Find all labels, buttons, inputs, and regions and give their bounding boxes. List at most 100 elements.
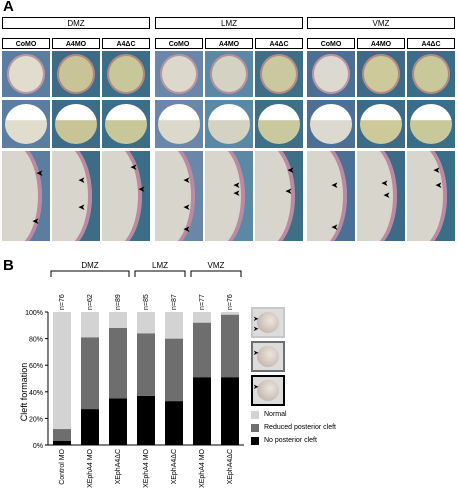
- x-tick-label: XEphA4ΔC: [227, 449, 234, 484]
- group-bracket: [190, 270, 242, 277]
- legend-label: Reduced posterior cleft: [264, 424, 336, 431]
- n-label: n=87: [171, 294, 178, 310]
- group-bracket-label: LMZ: [152, 261, 168, 270]
- panel-a-letter: A: [3, 0, 14, 15]
- embryo-shape: [55, 104, 97, 144]
- embryo-photo-r3-c7: ➤ ➤: [307, 151, 355, 241]
- column-header-8: A4ΔC: [407, 38, 455, 49]
- embryo-shape: [205, 151, 245, 241]
- embryo-shape: [2, 151, 42, 241]
- embryo-photo-r1-c3: [102, 51, 150, 97]
- cleft-arrowhead-icon: ➤: [253, 326, 259, 333]
- x-tick-label: XEphA4ΔC: [115, 449, 122, 484]
- embryo-photo-r1-c7: [307, 51, 355, 97]
- embryo-shape: [102, 151, 142, 241]
- embryo-photo-r3-c9: ➤ ➤: [407, 151, 455, 241]
- bar-reduced-posterior-cleft: [221, 314, 239, 378]
- n-label: n=85: [143, 294, 150, 310]
- bar-normal: [109, 312, 127, 328]
- column-header-5: A4ΔC: [255, 38, 303, 49]
- bar-normal: [53, 312, 71, 430]
- embryo-photo-r3-c8: ➤ ➤: [357, 151, 405, 241]
- embryo-photo-r2-c7: [307, 100, 355, 148]
- embryo-photo-r3-c1: ➤ ➤: [2, 151, 50, 241]
- embryo-shape: [362, 54, 400, 94]
- bar-no-posterior-cleft: [165, 401, 183, 445]
- embryo-photo-r3-c3: ➤ ➤: [102, 151, 150, 241]
- n-label: n=76: [59, 294, 66, 310]
- panel-b-letter: B: [3, 257, 14, 274]
- bar-no-posterior-cleft: [81, 409, 99, 445]
- bar-reduced-posterior-cleft: [165, 338, 183, 402]
- embryo-shape: [160, 54, 198, 94]
- y-tick-label: 80%: [29, 337, 43, 344]
- embryo-photo-r2-c5: [205, 100, 253, 148]
- column-header-4: A4MO: [205, 38, 253, 49]
- cleft-example-thumb-3: ➤: [251, 375, 285, 406]
- bar-no-posterior-cleft: [53, 441, 71, 445]
- group-header-vmz: VMZ: [307, 17, 455, 29]
- embryo-photo-r2-c1: [2, 100, 50, 148]
- embryo-shape: [155, 151, 195, 241]
- embryo-shape: [407, 151, 447, 241]
- column-header-7: A4MO: [357, 38, 405, 49]
- n-label: n=89: [115, 294, 122, 310]
- cleft-arrowhead-icon: ➤: [253, 316, 259, 323]
- embryo-photo-r1-c6: [255, 51, 303, 97]
- bar-reduced-posterior-cleft: [193, 322, 211, 378]
- embryo-shape: [257, 380, 279, 401]
- y-tick-label: 40%: [29, 390, 43, 397]
- bar-normal: [137, 312, 155, 334]
- legend-swatch: [251, 411, 259, 419]
- legend-swatch: [251, 437, 259, 445]
- cleft-arrowhead-icon: ➤: [253, 350, 259, 357]
- bar-normal: [221, 312, 239, 315]
- embryo-shape: [158, 104, 200, 144]
- embryo-photo-r1-c2: [52, 51, 100, 97]
- n-label: n=76: [227, 294, 234, 310]
- group-bracket-label: DMZ: [81, 261, 98, 270]
- cleft-example-thumb-1: ➤ ➤: [251, 307, 285, 338]
- embryo-shape: [260, 54, 298, 94]
- embryo-shape: [107, 54, 145, 94]
- bar-reduced-posterior-cleft: [81, 337, 99, 410]
- x-tick-label: XEphA4 MO: [199, 448, 206, 487]
- embryo-photo-r3-c4: ➤ ➤ ➤: [155, 151, 203, 241]
- embryo-photo-r2-c6: [255, 100, 303, 148]
- embryo-shape: [105, 104, 147, 144]
- embryo-shape: [360, 104, 402, 144]
- bar-no-posterior-cleft: [109, 398, 127, 445]
- embryo-shape: [255, 151, 295, 241]
- embryo-photo-r1-c4: [155, 51, 203, 97]
- x-tick-label: XEphA4 MO: [143, 448, 150, 487]
- bar-no-posterior-cleft: [193, 377, 211, 445]
- embryo-shape: [208, 104, 250, 144]
- embryo-shape: [52, 151, 92, 241]
- legend-swatch: [251, 424, 259, 432]
- embryo-photo-r1-c8: [357, 51, 405, 97]
- embryo-shape: [310, 104, 352, 144]
- bar-normal: [81, 312, 99, 338]
- embryo-photo-r1-c9: [407, 51, 455, 97]
- legend-label: No posterior cleft: [264, 437, 317, 444]
- bar-reduced-posterior-cleft: [137, 333, 155, 396]
- bar-reduced-posterior-cleft: [53, 429, 71, 442]
- column-header-6: CoMO: [307, 38, 355, 49]
- y-tick-label: 0%: [33, 443, 43, 450]
- embryo-photo-r2-c3: [102, 100, 150, 148]
- column-header-0: CoMO: [2, 38, 50, 49]
- embryo-shape: [307, 151, 347, 241]
- cleft-example-thumb-2: ➤: [251, 341, 285, 372]
- embryo-shape: [57, 54, 95, 94]
- bar-reduced-posterior-cleft: [109, 327, 127, 399]
- embryo-shape: [258, 104, 300, 144]
- x-tick-label: XEphA4ΔC: [171, 449, 178, 484]
- embryo-shape: [312, 54, 350, 94]
- group-bracket: [50, 270, 130, 277]
- embryo-shape: [257, 312, 279, 333]
- embryo-photo-r1-c1: [2, 51, 50, 97]
- embryo-photo-r3-c2: ➤ ➤: [52, 151, 100, 241]
- embryo-shape: [257, 346, 279, 367]
- group-header-dmz: DMZ: [2, 17, 150, 29]
